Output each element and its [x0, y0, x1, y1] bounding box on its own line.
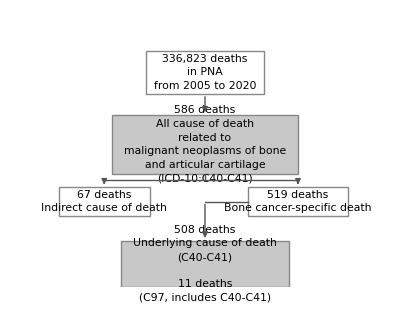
Text: 67 deaths
Indirect cause of death: 67 deaths Indirect cause of death — [41, 190, 167, 214]
Text: 519 deaths
Bone cancer-specific death: 519 deaths Bone cancer-specific death — [224, 190, 372, 214]
FancyBboxPatch shape — [248, 187, 348, 216]
Text: 336,823 deaths
in PNA
from 2005 to 2020: 336,823 deaths in PNA from 2005 to 2020 — [154, 54, 256, 91]
FancyBboxPatch shape — [112, 115, 298, 174]
Text: 586 deaths
All cause of death
related to
malignant neoplasms of bone
and articul: 586 deaths All cause of death related to… — [124, 106, 286, 183]
FancyBboxPatch shape — [58, 187, 150, 216]
FancyBboxPatch shape — [146, 51, 264, 94]
Text: 508 deaths
Underlying cause of death
(C40-C41)

11 deaths
(C97, includes C40-C41: 508 deaths Underlying cause of death (C4… — [133, 225, 277, 303]
FancyBboxPatch shape — [121, 241, 289, 287]
